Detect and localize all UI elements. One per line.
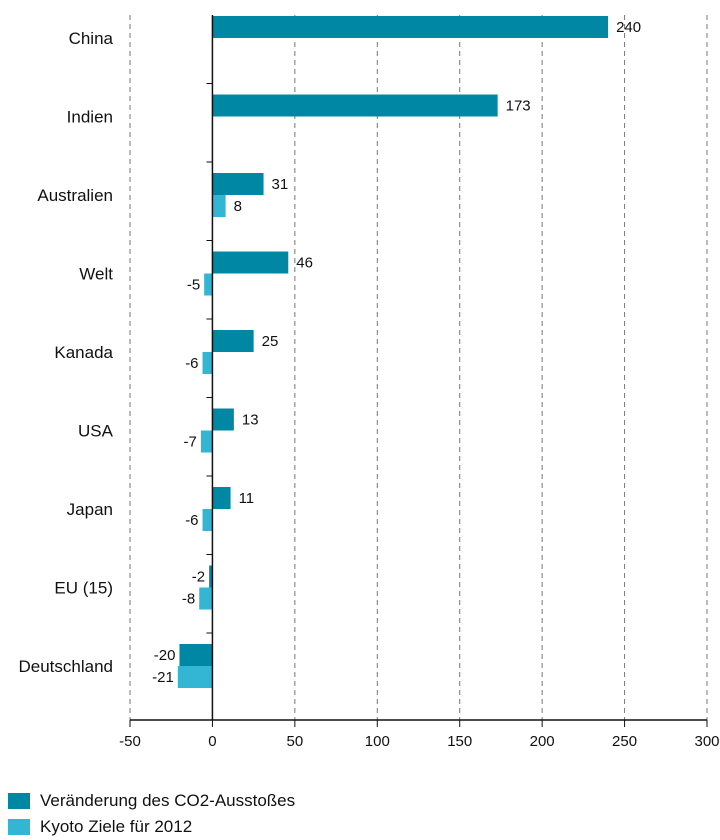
legend-label-co2-change: Veränderung des CO2-Ausstoßes xyxy=(40,791,296,810)
value-label-0-1: 173 xyxy=(506,98,531,115)
value-label-1-5: -7 xyxy=(184,434,197,451)
bar-0-6 xyxy=(212,487,231,509)
bar-1-2 xyxy=(212,195,226,217)
bar-0-2 xyxy=(212,173,264,195)
bar-0-4 xyxy=(212,330,254,352)
bars xyxy=(177,16,609,688)
x-tick-label-250: 250 xyxy=(612,733,637,750)
bar-0-1 xyxy=(212,94,498,117)
legend-item-kyoto-target: Kyoto Ziele für 2012 xyxy=(8,814,295,840)
bar-0-8 xyxy=(179,644,213,666)
legend-swatch-co2-change xyxy=(8,793,30,809)
category-label-3: Welt xyxy=(79,265,113,284)
bar-1-4 xyxy=(202,352,213,374)
gridlines xyxy=(129,15,708,720)
legend-item-co2-change: Veränderung des CO2-Ausstoßes xyxy=(8,788,295,814)
bar-1-7 xyxy=(199,587,213,610)
value-label-0-6: 11 xyxy=(239,490,255,507)
category-label-8: Deutschland xyxy=(18,657,113,676)
value-label-0-2: 31 xyxy=(272,176,289,193)
category-label-6: Japan xyxy=(67,500,113,519)
bar-0-5 xyxy=(212,408,234,431)
x-tick-label-100: 100 xyxy=(365,733,390,750)
bar-1-8 xyxy=(177,666,213,688)
value-label-1-7: -8 xyxy=(182,591,195,608)
x-tick-label-200: 200 xyxy=(530,733,555,750)
value-label-1-2: 8 xyxy=(234,198,242,215)
legend: Veränderung des CO2-Ausstoßes Kyoto Ziel… xyxy=(8,788,295,840)
category-label-4: Kanada xyxy=(54,343,113,362)
legend-swatch-kyoto-target xyxy=(8,819,30,835)
category-label-1: Indien xyxy=(67,108,113,127)
value-label-1-6: -6 xyxy=(185,512,198,529)
x-tick-label--50: -50 xyxy=(119,733,141,750)
bar-1-3 xyxy=(204,273,213,296)
value-label-0-7: -2 xyxy=(192,569,205,586)
x-tick-label-50: 50 xyxy=(287,733,304,750)
bar-1-6 xyxy=(202,509,213,531)
category-label-2: Australien xyxy=(37,186,113,205)
value-label-1-4: -6 xyxy=(185,355,198,372)
category-label-7: EU (15) xyxy=(54,579,113,598)
category-label-0: China xyxy=(69,29,114,48)
axes xyxy=(129,15,708,727)
x-tick-label-150: 150 xyxy=(447,733,472,750)
value-label-0-3: 46 xyxy=(296,255,313,272)
value-label-0-4: 25 xyxy=(262,333,279,350)
category-label-5: USA xyxy=(78,422,114,441)
bar-chart: China 240 Indien 173 Australien 31 8 Welt 46 -5 Ka… xyxy=(18,15,720,750)
x-tick-label-300: 300 xyxy=(694,733,719,750)
bar-0-7 xyxy=(209,565,213,588)
labels: China 240 Indien 173 Australien 31 8 Welt 46 -5 Ka… xyxy=(18,19,719,750)
bar-1-5 xyxy=(200,430,213,453)
bar-0-3 xyxy=(212,251,289,274)
legend-label-kyoto-target: Kyoto Ziele für 2012 xyxy=(40,817,193,836)
bar-0-0 xyxy=(212,16,609,38)
value-label-0-5: 13 xyxy=(242,412,259,429)
value-label-1-8: -21 xyxy=(152,669,174,686)
value-label-0-0: 240 xyxy=(616,19,641,36)
x-tick-label-0: 0 xyxy=(208,733,216,750)
value-label-0-8: -20 xyxy=(154,647,176,664)
value-label-1-3: -5 xyxy=(187,277,200,294)
